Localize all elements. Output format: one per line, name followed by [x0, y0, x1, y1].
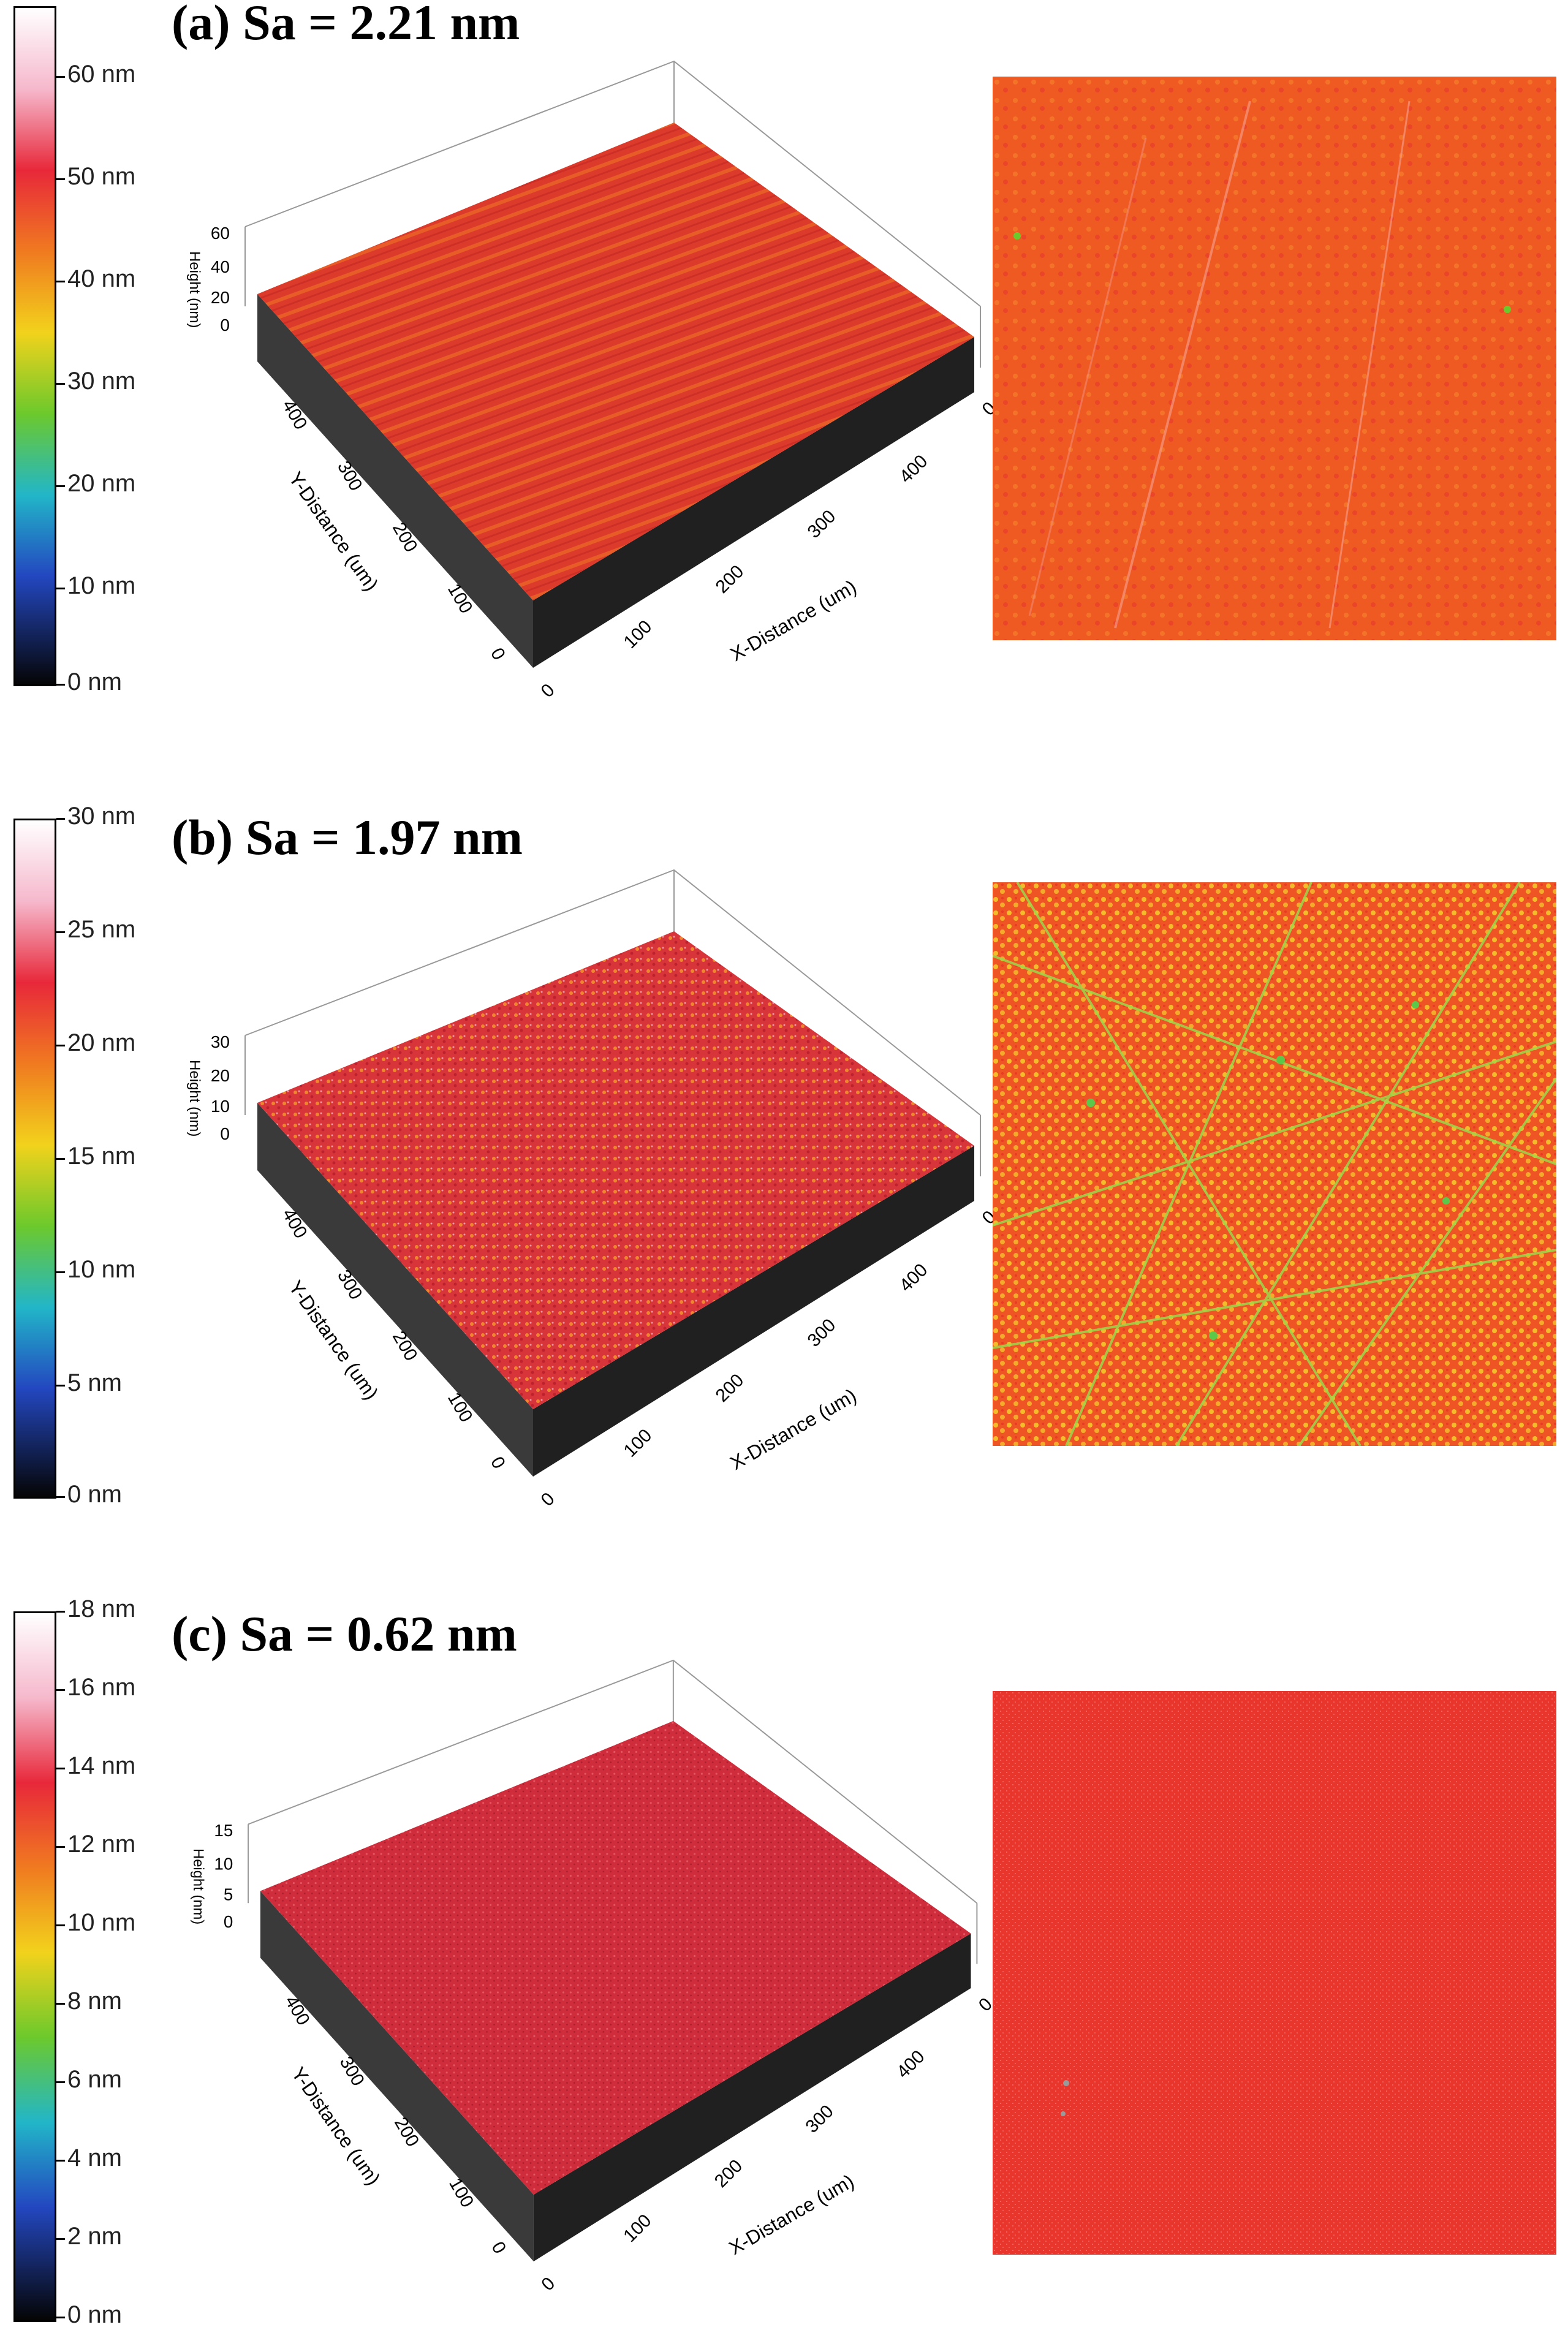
svg-text:200: 200 — [712, 1370, 748, 1406]
surface-plot-b: 30 20 10 0 Height (nm) 400 300 200 100 0… — [186, 869, 1000, 1510]
svg-text:X-Distance (um): X-Distance (um) — [727, 1384, 860, 1474]
svg-text:400: 400 — [893, 2046, 928, 2082]
svg-text:X-Distance (um): X-Distance (um) — [727, 575, 860, 665]
svg-text:400: 400 — [896, 1260, 932, 1296]
svg-text:20: 20 — [211, 1066, 230, 1085]
svg-text:300: 300 — [804, 506, 840, 542]
surface-plot-a: 60 40 20 0 Height (nm) 400 300 200 100 0… — [186, 60, 1000, 702]
surface-top — [257, 931, 974, 1409]
surface-top — [260, 1720, 971, 2195]
height-map-c — [993, 1691, 1556, 2255]
svg-text:0: 0 — [220, 316, 230, 335]
svg-text:10: 10 — [211, 1097, 230, 1116]
svg-text:10: 10 — [214, 1855, 233, 1874]
height-map-b — [993, 882, 1556, 1446]
svg-text:100: 100 — [620, 616, 656, 653]
svg-text:400: 400 — [896, 451, 932, 487]
svg-text:300: 300 — [801, 2101, 837, 2136]
svg-text:0: 0 — [487, 645, 509, 664]
panel-a: 60 nm 50 nm 40 nm 30 nm 20 nm 10 nm 0 nm… — [0, 0, 1568, 735]
panel-a-title: (a) Sa = 2.21 nm — [172, 0, 520, 50]
svg-text:Height (nm): Height (nm) — [186, 251, 203, 328]
svg-text:Y-Distance (um): Y-Distance (um) — [287, 2063, 385, 2189]
svg-text:Height (nm): Height (nm) — [186, 1060, 203, 1137]
svg-text:0: 0 — [487, 1453, 509, 1472]
svg-text:0: 0 — [487, 2238, 510, 2257]
svg-text:300: 300 — [804, 1315, 840, 1351]
svg-text:5: 5 — [224, 1885, 233, 1904]
panel-c: 18 nm 16 nm 14 nm 12 nm 10 nm 8 nm 6 nm … — [0, 1593, 1568, 2328]
panel-b: 30 nm 25 nm 20 nm 15 nm 10 nm 5 nm 0 nm … — [0, 796, 1568, 1532]
surface-top — [257, 123, 974, 600]
svg-text:0: 0 — [224, 1912, 233, 1931]
svg-text:15: 15 — [214, 1821, 233, 1840]
height-map-a — [993, 77, 1556, 640]
svg-text:20: 20 — [211, 288, 230, 307]
svg-text:X-Distance (um): X-Distance (um) — [725, 2170, 857, 2259]
colorbar-c — [13, 1611, 56, 2322]
colorbar-b — [13, 819, 56, 1499]
svg-text:Y-Distance (um): Y-Distance (um) — [284, 467, 382, 595]
colorbar-a — [13, 6, 56, 686]
svg-text:Height (nm): Height (nm) — [190, 1848, 206, 1924]
panel-c-title: (c) Sa = 0.62 nm — [172, 1606, 517, 1662]
svg-text:0: 0 — [220, 1124, 230, 1143]
svg-text:200: 200 — [712, 561, 748, 597]
svg-text:Y-Distance (um): Y-Distance (um) — [284, 1276, 382, 1404]
svg-text:0: 0 — [537, 2273, 559, 2294]
surface-plot-c: 15 10 5 0 Height (nm) 400 300 200 100 0 … — [190, 1659, 996, 2294]
svg-text:60: 60 — [211, 224, 230, 243]
svg-text:100: 100 — [620, 1425, 656, 1461]
svg-text:0: 0 — [537, 680, 559, 702]
svg-text:30: 30 — [211, 1032, 230, 1051]
svg-text:100: 100 — [619, 2211, 655, 2246]
svg-text:200: 200 — [711, 2156, 746, 2192]
panel-b-title: (b) Sa = 1.97 nm — [172, 809, 523, 865]
svg-text:40: 40 — [211, 257, 230, 276]
svg-text:0: 0 — [537, 1489, 559, 1510]
